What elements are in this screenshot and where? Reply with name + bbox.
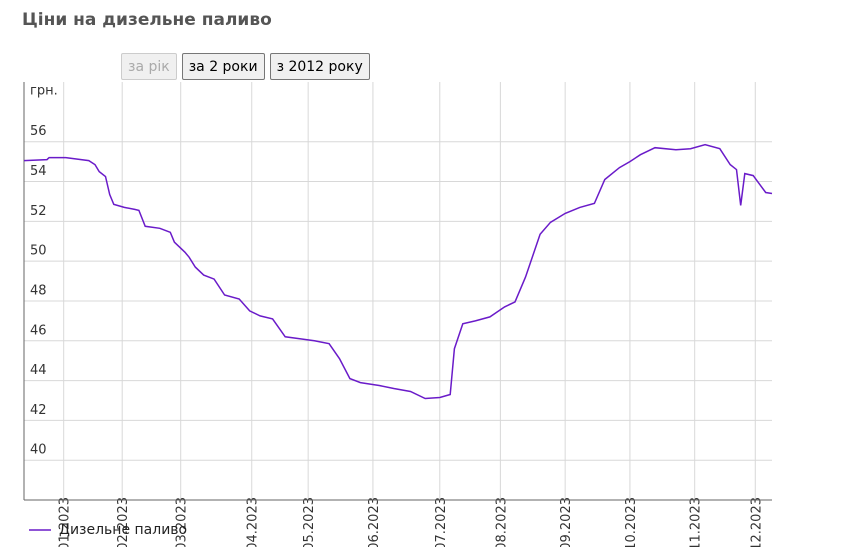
x-tick-label: 01.08.2023 <box>494 497 509 547</box>
range-button[interactable]: за 2 роки <box>181 53 265 80</box>
y-tick-label: 44 <box>30 363 47 378</box>
y-tick-label: 48 <box>30 283 47 298</box>
y-tick-label: 50 <box>30 244 47 259</box>
range-button[interactable]: з 2012 року <box>269 53 370 80</box>
x-tick-label: 01.03.2023 <box>175 497 190 547</box>
y-tick-label: 40 <box>30 443 47 458</box>
x-tick-label: 03.07.2023 <box>434 497 449 547</box>
y-tick-label: 54 <box>30 164 47 179</box>
y-tick-label: 42 <box>30 403 47 418</box>
x-tick-label: 01.12.2023 <box>749 497 764 547</box>
data-line <box>23 143 773 400</box>
chart-title: Ціни на дизельне паливо <box>22 10 272 30</box>
y-tick-label: 56 <box>30 124 47 139</box>
x-tick-label: 02.10.2023 <box>624 497 639 547</box>
range-buttons: за рік за 2 роки з 2012 року <box>121 53 370 80</box>
x-tick-label: 01.05.2023 <box>302 497 317 547</box>
legend-label: Дизельне паливо <box>59 522 187 538</box>
x-tick-label: 04.01.2023 <box>58 497 73 547</box>
y-tick-label: 52 <box>30 204 47 219</box>
x-tick-label: 01.06.2023 <box>367 497 382 547</box>
x-tick-label: 01.02.2023 <box>116 497 131 547</box>
y-axis-label: грн. <box>30 84 58 99</box>
x-tick-label: 04.04.2023 <box>246 497 261 547</box>
range-button: за рік <box>121 53 177 80</box>
x-tick-label: 02.11.2023 <box>689 497 704 547</box>
x-tick-label: 01.09.2023 <box>559 497 574 547</box>
y-tick-label: 46 <box>30 323 47 338</box>
